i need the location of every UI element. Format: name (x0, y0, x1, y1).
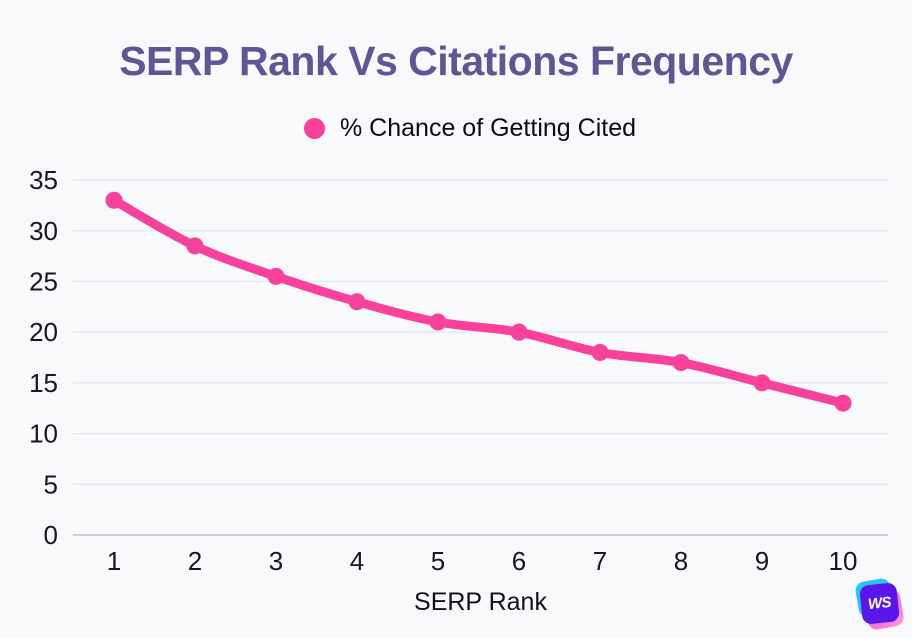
y-tick-label: 10 (29, 419, 58, 449)
y-tick-label: 20 (29, 317, 58, 347)
x-tick-label: 7 (593, 546, 607, 576)
data-point-marker (186, 237, 204, 255)
data-point-marker (672, 354, 690, 372)
y-tick-label: 15 (29, 368, 58, 398)
y-tick-label: 35 (29, 165, 58, 195)
x-tick-label: 6 (512, 546, 526, 576)
data-point-marker (429, 313, 447, 331)
data-point-marker (105, 191, 123, 209)
legend-marker-icon (304, 118, 325, 139)
x-axis-label: SERP Rank (414, 588, 547, 616)
y-tick-label: 30 (29, 216, 58, 246)
x-tick-label: 3 (269, 546, 283, 576)
series-line (109, 195, 848, 408)
brand-logo: WS (854, 577, 905, 631)
data-point-marker (267, 267, 285, 285)
legend: % Chance of Getting Cited (14, 114, 912, 143)
x-tick-label: 5 (431, 546, 445, 576)
logo-text: WS (859, 582, 900, 625)
legend-label: % Chance of Getting Cited (340, 114, 636, 142)
data-point-marker (591, 343, 609, 361)
y-tick-label: 25 (29, 267, 58, 297)
x-tick-label: 9 (755, 546, 769, 576)
chart-title: SERP Rank Vs Citations Frequency (119, 38, 793, 84)
data-point-marker (348, 293, 366, 311)
x-tick-label: 1 (107, 546, 121, 576)
data-point-marker (510, 323, 528, 341)
x-tick-label: 8 (674, 546, 688, 576)
data-point-marker (753, 374, 771, 392)
x-tick-label: 10 (829, 546, 858, 576)
y-tick-label: 0 (44, 520, 58, 550)
data-point-marker (834, 394, 852, 412)
x-tick-label: 2 (188, 546, 202, 576)
x-tick-label: 4 (350, 546, 364, 576)
y-tick-label: 5 (44, 469, 58, 499)
